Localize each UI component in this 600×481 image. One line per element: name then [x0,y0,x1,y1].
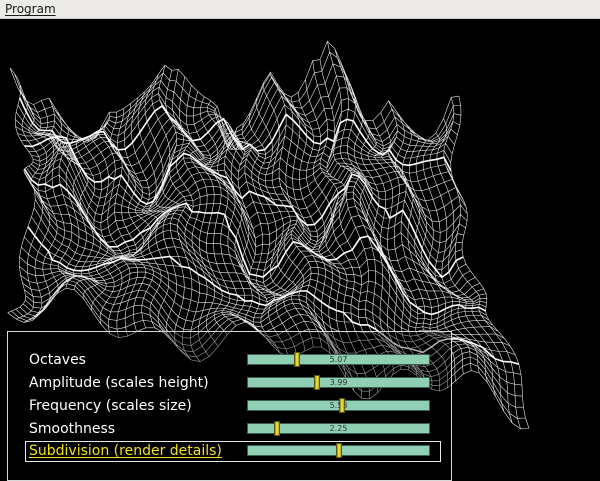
wireframe-terrain-mesh [7,40,530,430]
row-smoothness[interactable]: Smoothness 2.25 [8,419,451,441]
frequency-label: Frequency (scales size) [29,398,192,414]
smoothness-label: Smoothness [29,421,116,437]
slider-thumb-icon[interactable] [335,443,342,458]
slider-thumb-icon[interactable] [293,352,300,367]
frequency-slider[interactable]: 5.53 [247,398,430,413]
row-octaves[interactable]: Octaves 5.07 [8,350,451,372]
octaves-slider[interactable]: 5.07 [247,352,430,367]
amplitude-label: Amplitude (scales height) [29,375,209,391]
selection-frame [25,441,441,462]
row-subdivision[interactable]: Subdivision (render details) 7 [8,441,451,463]
slider-thumb-icon[interactable] [339,398,346,413]
octaves-value: 5.07 [329,355,348,364]
slider-thumb-icon[interactable] [313,375,320,390]
subdivision-label: Subdivision (render details) [29,443,222,459]
menu-program[interactable]: Program [5,2,56,16]
octaves-label: Octaves [29,352,86,368]
menubar: Program [0,0,600,19]
row-frequency[interactable]: Frequency (scales size) 5.53 [8,396,451,418]
smoothness-value: 2.25 [329,424,348,433]
amplitude-value: 3.99 [329,378,348,387]
render-viewport[interactable]: Octaves 5.07 Amplitude (scales height) 3… [0,19,600,481]
smoothness-slider[interactable]: 2.25 [247,421,430,436]
slider-thumb-icon[interactable] [273,421,280,436]
row-amplitude[interactable]: Amplitude (scales height) 3.99 [8,373,451,395]
amplitude-slider[interactable]: 3.99 [247,375,430,390]
frequency-value: 5.53 [248,400,429,411]
subdivision-slider[interactable]: 7 [247,443,430,458]
parameter-panel: Octaves 5.07 Amplitude (scales height) 3… [7,331,452,481]
